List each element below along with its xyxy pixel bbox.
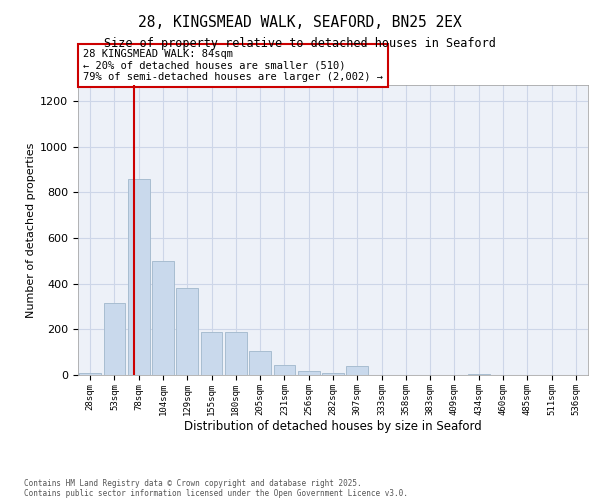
- Bar: [468, 374, 490, 375]
- Bar: [176, 288, 198, 375]
- Bar: [274, 364, 295, 375]
- Bar: [200, 332, 223, 375]
- Text: 28 KINGSMEAD WALK: 84sqm
← 20% of detached houses are smaller (510)
79% of semi-: 28 KINGSMEAD WALK: 84sqm ← 20% of detach…: [83, 49, 383, 82]
- Bar: [322, 372, 344, 375]
- Bar: [249, 351, 271, 375]
- Y-axis label: Number of detached properties: Number of detached properties: [26, 142, 36, 318]
- Text: 28, KINGSMEAD WALK, SEAFORD, BN25 2EX: 28, KINGSMEAD WALK, SEAFORD, BN25 2EX: [138, 15, 462, 30]
- Text: Contains HM Land Registry data © Crown copyright and database right 2025.: Contains HM Land Registry data © Crown c…: [24, 478, 362, 488]
- Bar: [128, 178, 149, 375]
- Bar: [298, 371, 320, 375]
- Bar: [152, 261, 174, 375]
- X-axis label: Distribution of detached houses by size in Seaford: Distribution of detached houses by size …: [184, 420, 482, 434]
- Text: Size of property relative to detached houses in Seaford: Size of property relative to detached ho…: [104, 38, 496, 51]
- Bar: [104, 303, 125, 375]
- Bar: [79, 372, 101, 375]
- Bar: [346, 366, 368, 375]
- Bar: [225, 332, 247, 375]
- Text: Contains public sector information licensed under the Open Government Licence v3: Contains public sector information licen…: [24, 488, 408, 498]
